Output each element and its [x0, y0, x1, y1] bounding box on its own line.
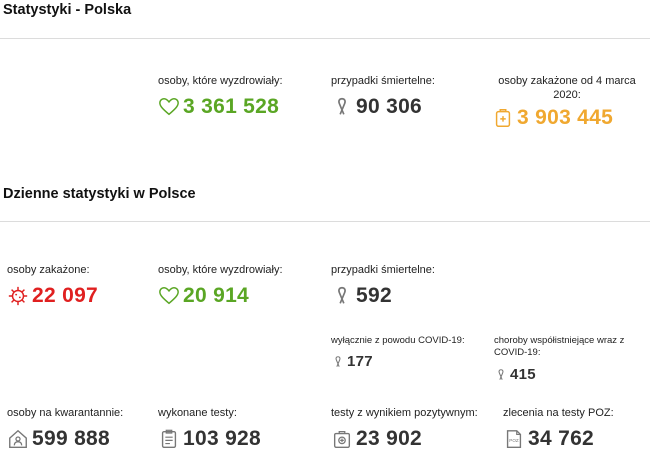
daily-deaths-comorbid-label: choroby współistniejące wraz z COVID-19:: [494, 335, 625, 358]
daily-deaths-covid-only-label: wyłącznie z powodu COVID-19:: [331, 335, 465, 346]
daily-deaths-covid-only: wyłącznie z powodu COVID-19: 177: [331, 335, 481, 371]
daily-deaths-comorbid-value: 415: [510, 366, 536, 383]
daily-recovered-value: 20 914: [183, 284, 250, 307]
daily-poz-orders-label: zlecenia na testy POZ:: [503, 407, 614, 419]
daily-deaths-label: przypadki śmiertelne:: [331, 264, 435, 276]
summary-title: Statystyki - Polska: [3, 2, 132, 18]
summary-infected-value: 3 903 445: [517, 106, 614, 129]
ribbon-icon: [331, 96, 353, 118]
summary-deaths: przypadki śmiertelne: 90 306: [331, 74, 481, 119]
daily-poz-orders: zlecenia na testy POZ: POZ 34 762: [503, 406, 643, 451]
daily-positive-tests-value: 23 902: [356, 427, 423, 450]
poz-form-icon: POZ: [503, 428, 525, 450]
daily-tests-value: 103 928: [183, 427, 262, 450]
medical-bag-icon: [492, 107, 514, 129]
daily-infected-value: 22 097: [32, 284, 99, 307]
daily-title: Dzienne statystyki w Polsce: [3, 186, 196, 202]
summary-recovered: osoby, które wyzdrowiały: 3 361 528: [158, 74, 318, 119]
daily-poz-orders-value: 34 762: [528, 427, 595, 450]
daily-infected: osoby zakażone: 22 097: [7, 263, 147, 308]
daily-tests-label: wykonane testy:: [158, 407, 237, 419]
daily-recovered-label: osoby, które wyzdrowiały:: [158, 264, 283, 276]
daily-positive-tests-label: testy z wynikiem pozytywnym:: [331, 407, 478, 419]
daily-infected-label: osoby zakażone:: [7, 264, 90, 276]
ribbon-icon: [331, 354, 345, 370]
daily-quarantine-value: 599 888: [32, 427, 111, 450]
daily-deaths-value: 592: [356, 284, 392, 307]
heart-icon: [158, 96, 180, 118]
ribbon-icon: [331, 285, 353, 307]
summary-deaths-value: 90 306: [356, 95, 423, 118]
daily-tests: wykonane testy: 103 928: [158, 406, 318, 451]
ribbon-icon: [494, 367, 508, 383]
summary-divider: [0, 38, 650, 39]
summary-infected: osoby zakażone od 4 marca 2020: 3 903 44…: [492, 74, 642, 130]
virus-icon: [7, 285, 29, 307]
svg-text:POZ: POZ: [509, 438, 519, 443]
heart-icon: [158, 285, 180, 307]
summary-deaths-label: przypadki śmiertelne:: [331, 75, 435, 87]
daily-quarantine-label: osoby na kwarantannie:: [7, 407, 124, 419]
daily-quarantine: osoby na kwarantannie: 599 888: [7, 406, 152, 451]
clipboard-icon: [158, 428, 180, 450]
daily-deaths: przypadki śmiertelne: 592: [331, 263, 481, 308]
daily-deaths-comorbid: choroby współistniejące wraz z COVID-19:…: [494, 335, 646, 384]
daily-positive-tests: testy z wynikiem pozytywnym: 23 902: [331, 406, 496, 451]
house-person-icon: [7, 428, 29, 450]
daily-recovered: osoby, które wyzdrowiały: 20 914: [158, 263, 318, 308]
daily-deaths-covid-only-value: 177: [347, 353, 373, 370]
summary-recovered-label: osoby, które wyzdrowiały:: [158, 75, 283, 87]
daily-divider: [0, 221, 650, 222]
summary-recovered-value: 3 361 528: [183, 95, 280, 118]
summary-infected-label: osoby zakażone od 4 marca 2020:: [498, 75, 636, 101]
test-kit-icon: [331, 428, 353, 450]
